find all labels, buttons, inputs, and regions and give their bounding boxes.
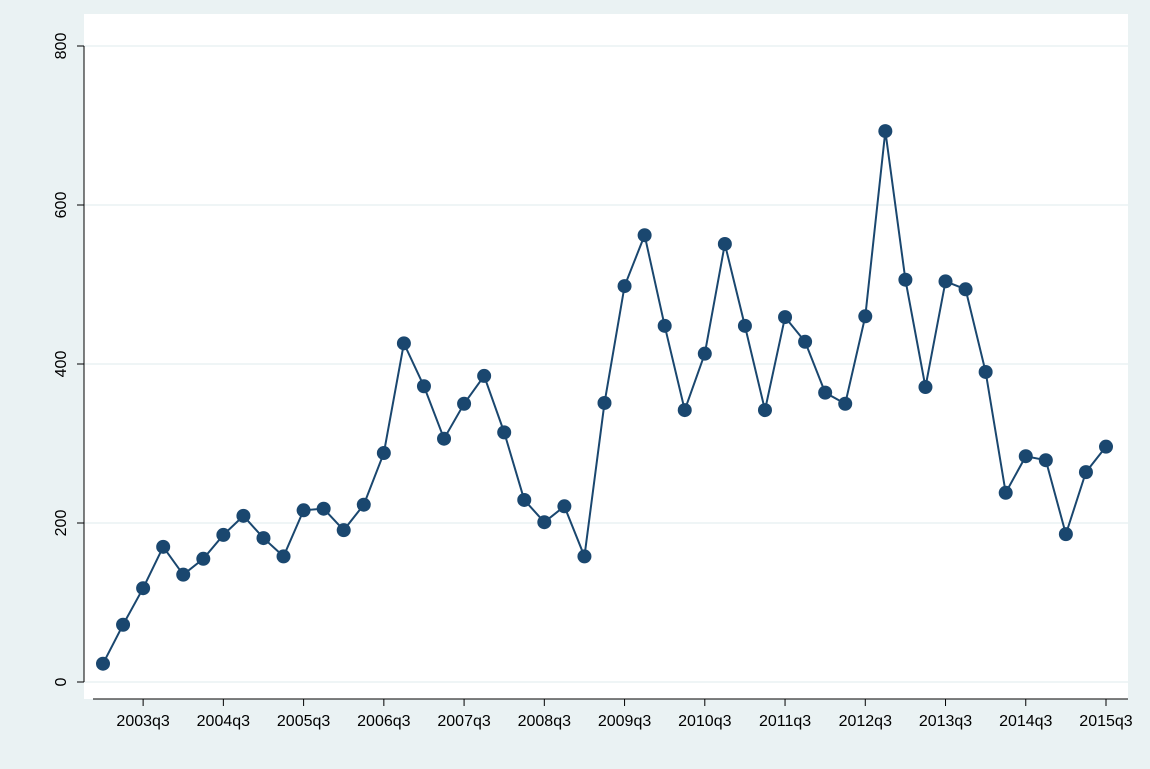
marker (958, 282, 973, 297)
marker (376, 446, 391, 461)
marker (196, 551, 211, 566)
marker (998, 485, 1013, 500)
marker (497, 425, 512, 440)
x-tick-label: 2007q3 (437, 713, 490, 730)
marker (457, 396, 472, 411)
marker (116, 617, 131, 632)
marker (657, 318, 672, 333)
marker (677, 403, 692, 418)
marker (336, 523, 351, 538)
plot-area (84, 14, 1128, 699)
x-tick-label: 2004q3 (197, 713, 250, 730)
marker (477, 368, 492, 383)
y-tick-label: 800 (53, 33, 70, 60)
marker (517, 492, 532, 507)
x-tick-label: 2013q3 (919, 713, 972, 730)
marker (717, 236, 732, 251)
x-tick-label: 2010q3 (678, 713, 731, 730)
y-tick-label: 400 (53, 351, 70, 378)
marker (918, 380, 933, 395)
marker (818, 385, 833, 400)
marker (276, 549, 291, 564)
marker (577, 549, 592, 564)
marker (356, 497, 371, 512)
marker (898, 272, 913, 287)
marker (537, 515, 552, 530)
marker (156, 539, 171, 554)
marker (1038, 453, 1053, 468)
x-tick-label: 2005q3 (277, 713, 330, 730)
x-tick-label: 2014q3 (999, 713, 1052, 730)
marker (416, 379, 431, 394)
marker (838, 396, 853, 411)
x-tick-label: 2003q3 (116, 713, 169, 730)
marker (978, 364, 993, 379)
marker (1099, 439, 1113, 454)
x-tick-label: 2008q3 (518, 713, 571, 730)
x-tick-label: 2009q3 (598, 713, 651, 730)
y-tick-label: 600 (53, 192, 70, 219)
marker (737, 318, 752, 333)
x-tick-label: 2012q3 (839, 713, 892, 730)
marker (1018, 449, 1033, 464)
marker (396, 336, 411, 351)
x-tick-label: 2011q3 (759, 713, 811, 730)
marker (1058, 527, 1073, 542)
marker (256, 531, 271, 546)
x-tick-label: 2015q3 (1079, 713, 1132, 730)
marker (136, 581, 151, 596)
marker (316, 501, 331, 516)
marker (176, 567, 191, 582)
y-tick-label: 0 (53, 677, 70, 686)
marker (96, 656, 110, 671)
marker (557, 499, 572, 514)
marker (296, 503, 311, 518)
marker (757, 403, 772, 418)
marker (798, 334, 813, 349)
marker (617, 279, 632, 294)
marker (778, 310, 793, 325)
marker (1078, 465, 1093, 480)
x-tick-label: 2006q3 (357, 713, 410, 730)
marker (878, 124, 893, 139)
marker (938, 274, 953, 289)
y-tick-label: 200 (53, 510, 70, 537)
marker (858, 309, 873, 324)
marker (597, 395, 612, 410)
marker (697, 346, 712, 361)
marker (437, 431, 452, 446)
marker (236, 508, 251, 523)
marker (216, 527, 231, 542)
marker (637, 228, 652, 243)
